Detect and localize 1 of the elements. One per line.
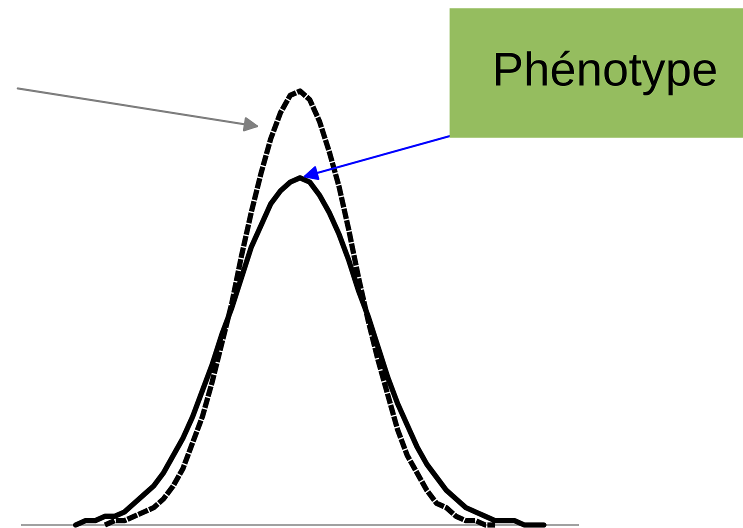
annotation: Phénotype [496,50,716,96]
